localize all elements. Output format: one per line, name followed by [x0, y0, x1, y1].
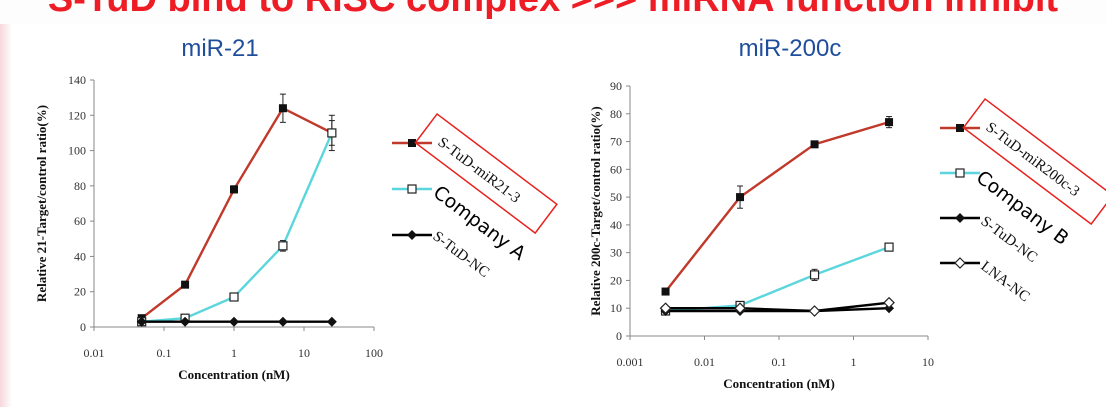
mir21-legend-marker [408, 139, 416, 147]
mir21-x-tick-label: 10 [298, 346, 310, 360]
mir200c-y-tick-label: 80 [610, 107, 622, 121]
mir200c-y-tick-label: 50 [610, 190, 622, 204]
mir21-data-point [180, 316, 191, 327]
mir200c-data-point [736, 193, 745, 202]
banner: S-TuD bind to RISC complex >>> miRNA fun… [0, 0, 1106, 24]
mir200c-data-point [885, 118, 894, 127]
mir21-data-point [278, 241, 288, 251]
mir200c-y-tick-label: 0 [616, 329, 622, 343]
mir200c-series-line-2 [665, 307, 890, 313]
banner-title: S-TuD bind to RISC complex >>> miRNA fun… [0, 0, 1106, 21]
mir200c-data-point [659, 302, 672, 315]
mir21-x-tick-label: 100 [365, 346, 383, 360]
mir200c-x-tick-label: 0.1 [772, 355, 787, 369]
mir200c-y-tick-label: 60 [610, 162, 622, 176]
mir200c-x-tick-label: 0.001 [617, 355, 644, 369]
mir21-y-tick-label: 140 [68, 73, 86, 87]
mir21-data-point [277, 316, 288, 327]
mir200c-series-line-1 [665, 245, 890, 313]
mir200c-x-tick-label: 1 [851, 355, 857, 369]
mir200c-y-axis-label: Relative 200c-Target/control ratio(%) [588, 106, 603, 315]
mir21-y-axis-label: Relative 21-Target/control ratio(%) [34, 105, 49, 302]
mir200c-data-point [810, 140, 819, 149]
mir200c-legend-marker [955, 168, 965, 178]
mir200c-data-point [883, 296, 895, 309]
mir21-x-tick-label: 0.01 [84, 346, 105, 360]
mir200c-y-tick-label: 90 [610, 79, 622, 93]
mir21-y-tick-label: 40 [74, 249, 86, 263]
mir21-data-point [278, 104, 287, 113]
mir200c-legend-label-3: LNA-NC [978, 258, 1033, 305]
mir21-x-axis-label: Concentration (nM) [178, 367, 290, 382]
mir200c-legend-marker [956, 124, 964, 132]
mir200c-data-point [808, 305, 821, 317]
mir200c-y-tick-label: 30 [610, 246, 622, 260]
mir200c-legend-marker [954, 257, 966, 269]
mir200c-x-axis-label: Concentration (nM) [723, 376, 835, 391]
mir21-y-tick-label: 20 [74, 285, 86, 299]
mir21-y-tick-label: 100 [68, 144, 86, 158]
mir21-data-point [327, 128, 337, 138]
mir21-annotation-box [414, 112, 558, 235]
chart-title-mir21: miR-21 [181, 35, 259, 62]
mir200c-data-point [884, 242, 894, 252]
mir21-series-line-0 [140, 106, 333, 320]
mir200c-data-point [734, 302, 746, 315]
mir21-x-tick-label: 1 [231, 346, 237, 360]
mir200c-y-tick-label: 40 [610, 218, 622, 232]
mir200c-data-point [661, 287, 670, 296]
mir200c-series-line-0 [664, 120, 890, 293]
mir21-data-point [181, 280, 190, 289]
mir200c-y-tick-label: 20 [610, 273, 622, 287]
mir200c-series-line-3 [665, 301, 890, 313]
mir21-y-tick-label: 80 [74, 179, 86, 193]
mir200c-data-point [809, 270, 820, 280]
mir200c-legend-marker [955, 213, 965, 223]
left-edge-decoration [0, 24, 12, 407]
mir21-data-point [230, 185, 238, 194]
chart-title-mir200c: miR-200c [738, 35, 842, 62]
mir21-y-tick-label: 60 [74, 214, 86, 228]
mir21-y-tick-label: 0 [80, 320, 86, 334]
mir200c-x-tick-label: 0.01 [694, 355, 715, 369]
mir21-data-point [136, 316, 147, 327]
mir200c-y-tick-label: 70 [610, 135, 622, 149]
mir200c-x-tick-label: 10 [922, 355, 934, 369]
mir21-data-point [229, 292, 239, 302]
mir21-data-point [326, 316, 337, 327]
mir200c-y-tick-label: 10 [610, 301, 622, 315]
mir21-data-point [229, 316, 239, 327]
mir21-legend-marker [407, 184, 417, 194]
mir200c-annotation-box [962, 97, 1106, 226]
mir21-legend-marker [407, 230, 417, 240]
mir21-x-tick-label: 0.1 [157, 346, 172, 360]
mir21-y-tick-label: 120 [68, 108, 86, 122]
